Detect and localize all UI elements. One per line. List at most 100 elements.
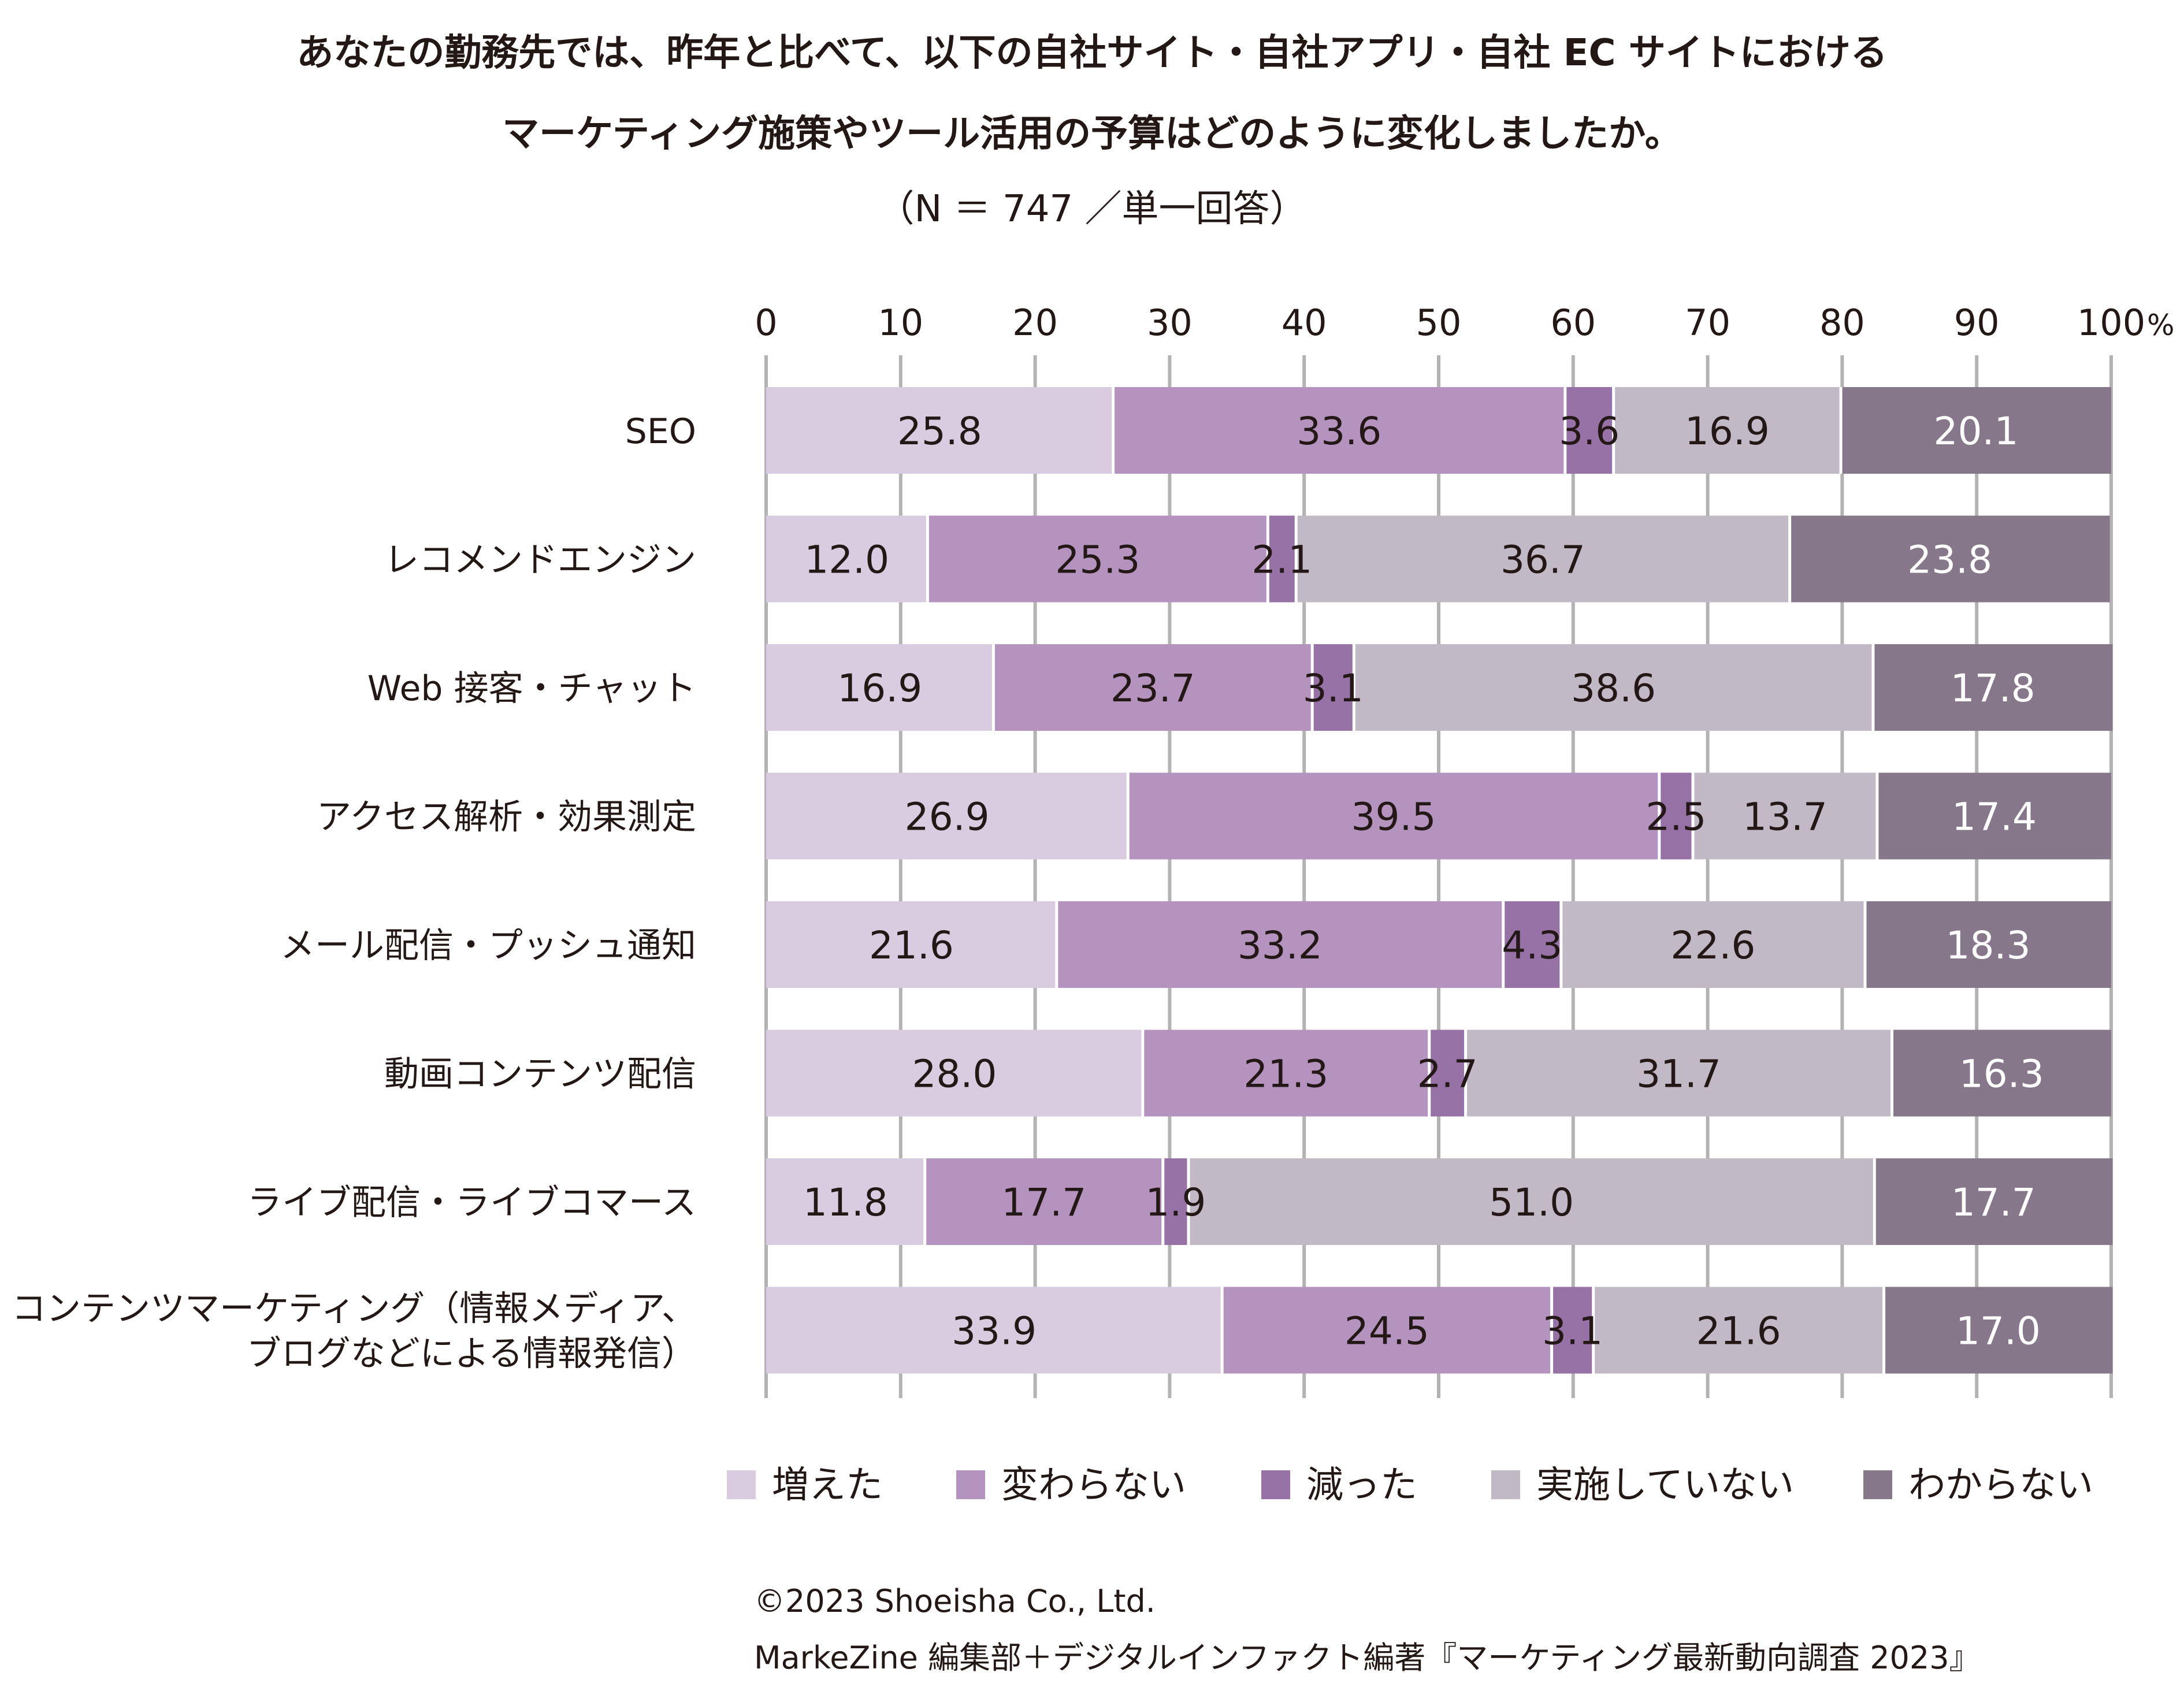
data-label: 26.9 — [905, 795, 990, 839]
bar-segment — [1465, 1030, 1892, 1117]
bar-segment — [1268, 515, 1297, 603]
legend-swatch — [1261, 1470, 1290, 1499]
bar-segment — [1874, 1158, 2113, 1245]
data-label: 17.0 — [1956, 1309, 2041, 1354]
bar-segment — [924, 1158, 1163, 1245]
bar-segment — [1354, 644, 1873, 731]
bar-segment — [1188, 1158, 1875, 1245]
x-tick-label-20: 20 — [1012, 302, 1058, 344]
chart-title-line2: マーケティング施策やツール活用の予算はどのように変化しましたか。 — [502, 113, 1682, 155]
data-label: 31.7 — [1636, 1052, 1721, 1097]
category-label: レコメンドエンジン — [384, 540, 696, 581]
data-label: 11.8 — [803, 1180, 888, 1225]
data-label: 17.7 — [1001, 1180, 1086, 1225]
legend-label: わからない — [1908, 1464, 2093, 1507]
x-tick-label-30: 30 — [1147, 302, 1193, 344]
category-labels: SEO レコメンドエンジン Web 接客・チャットアクセス解析・効果測定メール配信・… — [12, 411, 696, 1374]
x-tick-label-90: 90 — [1954, 302, 2000, 344]
bar-segment — [1841, 387, 2111, 474]
bar-segment — [1613, 387, 1841, 474]
data-label: 33.2 — [1238, 923, 1323, 968]
bar-segment — [766, 1287, 1223, 1374]
bar-segment — [1873, 644, 2113, 731]
bars: 25.8 33.6 3.6 16.9 20.1 12.0 25.3 2.1 36.7 23.8 16… — [766, 387, 2113, 1374]
data-label: 2.7 — [1417, 1052, 1478, 1097]
data-label: 16.9 — [837, 666, 922, 711]
data-label: 17.4 — [1952, 795, 2037, 839]
data-label: 23.8 — [1907, 538, 1992, 582]
bar-segment — [1692, 772, 1877, 860]
category-label: SEO — [625, 411, 696, 452]
data-label: 13.7 — [1743, 795, 1828, 839]
data-label: 21.6 — [1696, 1309, 1781, 1354]
legend-label: 変わらない — [1001, 1464, 1186, 1507]
data-label: 36.7 — [1500, 538, 1585, 582]
legend-label: 実施していない — [1536, 1464, 1794, 1507]
x-tick-label-80: 80 — [1819, 302, 1865, 344]
bar-segment — [766, 1158, 925, 1245]
bar-segment — [1884, 1287, 2113, 1374]
bar-segment — [1551, 1287, 1594, 1374]
bar-segment — [766, 387, 1113, 474]
bar-segment — [927, 515, 1268, 603]
x-tick-label-40: 40 — [1282, 302, 1327, 344]
bar-segment — [1593, 1287, 1884, 1374]
data-label: 18.3 — [1946, 923, 2031, 968]
data-label: 21.3 — [1243, 1052, 1328, 1097]
data-label: 25.8 — [897, 409, 982, 454]
category-label: Web 接客・チャット — [367, 668, 696, 709]
x-tick-label-100: 100 — [2077, 302, 2145, 344]
bar-segment — [1659, 772, 1693, 860]
bar-segment — [766, 644, 994, 731]
bar-segment — [1877, 772, 2111, 860]
data-label: 2.5 — [1646, 795, 1706, 839]
data-label: 16.3 — [1959, 1052, 2044, 1097]
chart-subtitle: （N ＝ 747 ／単一回答） — [877, 188, 1307, 231]
x-tick-label-50: 50 — [1416, 302, 1462, 344]
x-tick-label-70: 70 — [1685, 302, 1730, 344]
data-label: 22.6 — [1670, 923, 1755, 968]
legend-swatch — [956, 1470, 985, 1499]
data-label: 39.5 — [1351, 795, 1436, 839]
data-label: 1.9 — [1145, 1180, 1206, 1225]
bar-segment — [1864, 901, 2111, 988]
bar-segment — [1561, 901, 1865, 988]
data-label: 20.1 — [1934, 409, 2019, 454]
category-label: ライブ配信・ライブコマース — [247, 1183, 696, 1223]
bar-segment — [1222, 1287, 1552, 1374]
bar-segment — [1113, 387, 1565, 474]
data-label: 25.3 — [1055, 538, 1140, 582]
data-label: 51.0 — [1489, 1180, 1574, 1225]
x-axis-ticks: 0 10 20 30 40 50 60 70 80 90 100% — [755, 302, 2174, 344]
x-tick-label-60: 60 — [1550, 302, 1596, 344]
bar-segment — [766, 515, 928, 603]
legend-label: 減った — [1306, 1464, 1417, 1507]
data-label: 4.3 — [1502, 923, 1562, 968]
data-label: 17.7 — [1951, 1180, 2036, 1225]
legend: 増えた 変わらない 減った 実施していない わからない — [727, 1464, 2093, 1507]
bar-segment — [766, 772, 1128, 860]
data-label: 33.9 — [952, 1309, 1037, 1354]
bar-segment — [1565, 387, 1614, 474]
data-label: 2.1 — [1251, 538, 1312, 582]
category-label: 動画コンテンツ配信 — [384, 1054, 696, 1095]
x-axis-unit: % — [2147, 309, 2175, 342]
data-label: 24.5 — [1344, 1309, 1429, 1354]
data-label: 21.6 — [869, 923, 954, 968]
data-label: 33.6 — [1297, 409, 1381, 454]
data-label: 23.7 — [1110, 666, 1195, 711]
data-label: 16.9 — [1685, 409, 1770, 454]
bar-segment — [1503, 901, 1561, 988]
bar-segment — [1429, 1030, 1466, 1117]
legend-label: 増えた — [772, 1464, 883, 1507]
source-text: MarkeZine 編集部＋デジタルインファクト編著『マーケティング最新動向調査… — [754, 1640, 1981, 1676]
bar-segment — [766, 901, 1057, 988]
bar-segment — [1892, 1030, 2111, 1117]
copyright-text: ©2023 Shoeisha Co., Ltd. — [754, 1583, 1156, 1619]
legend-swatch — [1863, 1470, 1892, 1499]
bar-segment — [993, 644, 1313, 731]
data-label: 38.6 — [1571, 666, 1656, 711]
bar-segment — [1056, 901, 1503, 988]
category-label: アクセス解析・効果測定 — [317, 797, 696, 838]
